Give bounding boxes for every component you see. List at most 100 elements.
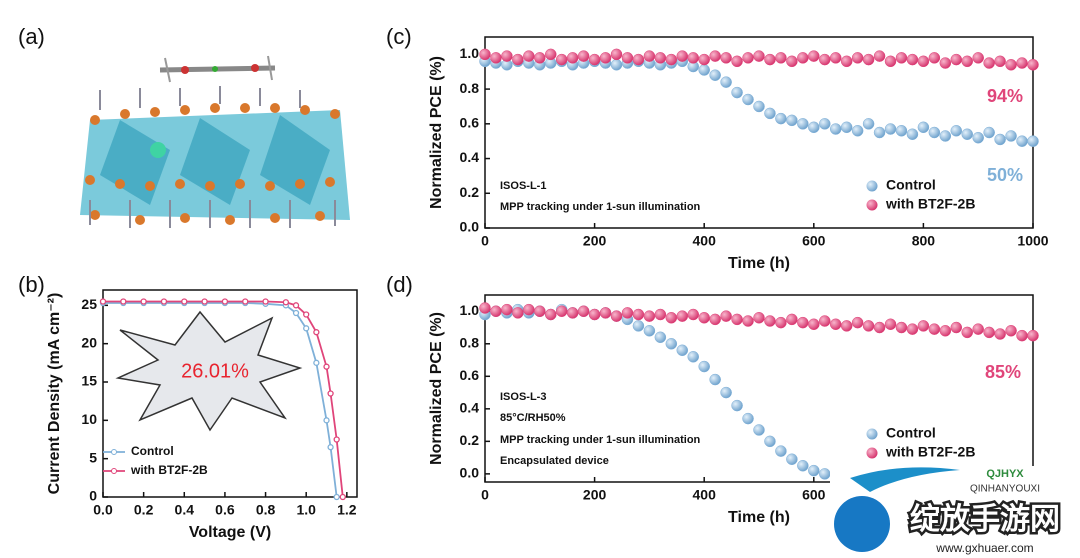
scatter-point xyxy=(906,323,919,335)
annotation: ISOS-L-3 xyxy=(500,391,546,403)
legend-label: with BT2F-2B xyxy=(885,444,975,460)
line-marker xyxy=(333,493,340,501)
scatter-point xyxy=(698,53,710,66)
x-tick-label: 0.8 xyxy=(256,502,276,518)
legend-marker xyxy=(866,447,878,459)
scatter-point xyxy=(720,52,732,64)
y-axis-title: Normalized PCE (%) xyxy=(428,56,445,209)
scatter-point xyxy=(1005,325,1017,337)
scatter-point xyxy=(873,321,886,334)
scatter-point xyxy=(819,468,831,480)
x-tick-label: 0.6 xyxy=(215,502,235,518)
scatter-point xyxy=(994,328,1006,340)
x-tick-label: 600 xyxy=(802,487,826,503)
starburst xyxy=(115,310,303,432)
scatter-point xyxy=(512,53,524,66)
scatter-point xyxy=(786,114,798,127)
scatter-point xyxy=(928,126,941,139)
scatter-point xyxy=(632,320,645,332)
line-marker xyxy=(292,302,300,309)
x-axis-title: Voltage (V) xyxy=(189,524,271,541)
scatter-point xyxy=(599,307,612,319)
scatter-point xyxy=(939,130,952,142)
line-marker xyxy=(99,298,107,305)
scatter-point xyxy=(742,93,754,106)
scatter-point xyxy=(731,86,743,99)
structure-illustration xyxy=(80,55,350,228)
panel-label: (c) xyxy=(386,24,412,49)
scatter-point xyxy=(775,52,787,64)
scatter-point xyxy=(632,308,645,321)
scatter-point xyxy=(599,52,612,64)
scatter-point xyxy=(862,118,875,130)
scatter-point xyxy=(972,323,984,335)
scatter-point xyxy=(950,53,963,66)
scatter-point xyxy=(961,326,973,339)
y-tick-label: 0.0 xyxy=(460,465,480,481)
scatter-point xyxy=(840,320,853,332)
scatter-point xyxy=(786,453,798,465)
x-tick-label: 0 xyxy=(481,487,489,503)
y-tick-label: 0.6 xyxy=(460,115,480,131)
legend-label: Control xyxy=(886,425,936,441)
scatter-point xyxy=(621,52,634,64)
legend-marker xyxy=(866,180,878,192)
line-marker xyxy=(282,299,290,306)
scatter-point xyxy=(501,50,513,62)
scatter-point xyxy=(994,133,1006,146)
scatter-point xyxy=(643,310,656,322)
scatter-point xyxy=(983,57,995,69)
scatter-point xyxy=(588,53,601,66)
scatter-point xyxy=(753,50,765,62)
plot-frame xyxy=(102,289,358,498)
scatter-point xyxy=(884,55,897,68)
scatter-point xyxy=(610,48,623,61)
scatter-point xyxy=(775,316,787,329)
x-tick-label: 1000 xyxy=(1017,233,1048,249)
scatter-point xyxy=(479,302,491,314)
scatter-point xyxy=(490,52,502,64)
watermark-site: 绽放手游网 xyxy=(910,503,1060,536)
scatter-point xyxy=(555,305,568,318)
annotation: ISOS-L-1 xyxy=(500,180,546,192)
y-tick-label: 15 xyxy=(81,373,97,389)
watermark: QJHYX QINHANYOUXI 绽放手游网 www.gxhuaer.com xyxy=(830,466,1080,558)
scatter-point xyxy=(753,424,765,436)
scatter-point xyxy=(829,52,842,64)
scatter-point xyxy=(819,53,831,66)
y-tick-label: 1.0 xyxy=(460,302,480,318)
scatter-point xyxy=(731,313,743,326)
watermark-name: QINHANYOUXI xyxy=(970,484,1040,495)
annotation: 85°C/RH50% xyxy=(500,412,566,424)
y-axis-title: Current Density (mA cm⁻²) xyxy=(46,293,63,495)
scatter-point xyxy=(632,53,645,66)
scatter-point xyxy=(764,107,776,120)
scatter-point xyxy=(764,435,776,448)
line-marker xyxy=(327,444,334,451)
scatter-point xyxy=(873,50,886,62)
plot-frame xyxy=(484,294,1034,483)
scatter-point xyxy=(731,399,743,412)
line-marker xyxy=(140,298,147,305)
scatter-point xyxy=(566,52,579,64)
scatter-point xyxy=(676,50,689,62)
annotation: Encapsulated device xyxy=(500,455,609,467)
scatter-point xyxy=(731,55,743,68)
scatter-point xyxy=(851,52,864,64)
scatter-point xyxy=(961,128,973,140)
x-tick-label: 400 xyxy=(693,487,717,503)
scatter-point xyxy=(808,121,820,134)
line-marker xyxy=(327,390,334,397)
x-tick-label: 0 xyxy=(481,233,489,249)
x-axis-title: Time (h) xyxy=(728,509,790,526)
scatter-point xyxy=(523,303,535,316)
scatter-point xyxy=(884,123,897,135)
legend-label: Control xyxy=(131,444,174,458)
line-marker xyxy=(303,325,310,332)
scatter-point xyxy=(775,445,787,457)
y-tick-label: 5 xyxy=(89,449,97,465)
scatter-point xyxy=(720,310,732,322)
scatter-point xyxy=(709,50,721,62)
x-tick-label: 0.4 xyxy=(175,502,195,518)
scatter-point xyxy=(895,321,908,334)
